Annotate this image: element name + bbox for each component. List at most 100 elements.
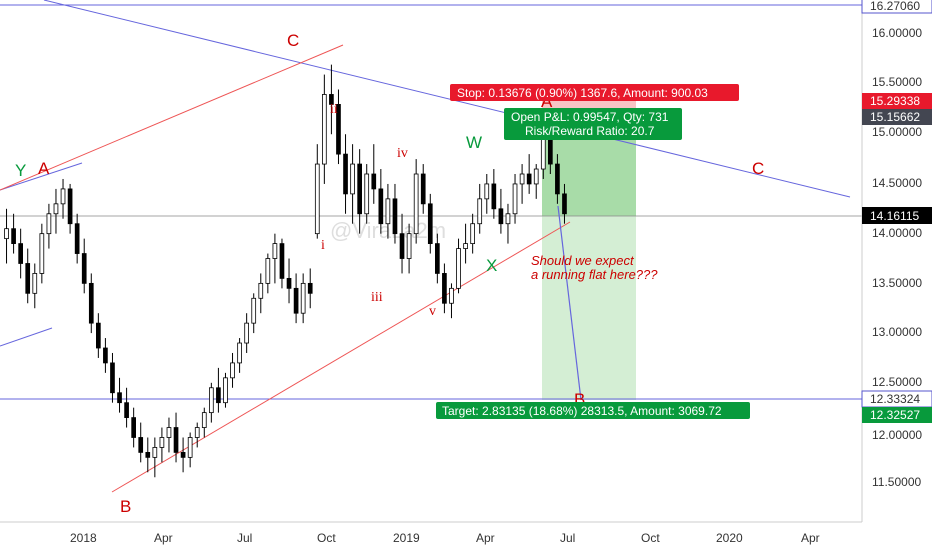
risk-reward-label: Risk/Reward Ratio: 20.7 bbox=[525, 124, 655, 138]
candle-body bbox=[4, 228, 9, 240]
pnl-label-box[interactable] bbox=[504, 108, 682, 140]
upper-red-channel-line[interactable] bbox=[0, 44, 344, 191]
projection-line[interactable] bbox=[557, 205, 582, 401]
candle-body bbox=[555, 163, 560, 195]
price-tick: 14.50000 bbox=[872, 176, 922, 190]
candle-body bbox=[103, 347, 108, 364]
candle-body bbox=[442, 273, 447, 304]
pnl-label: Open P&L: 0.99547, Qty: 731 bbox=[511, 110, 669, 124]
candle-body bbox=[300, 282, 306, 314]
note-line-2: a running flat here??? bbox=[531, 267, 658, 282]
candle-body bbox=[53, 203, 59, 215]
wave-label-c-top: C bbox=[287, 31, 299, 50]
target-label: Target: 2.83135 (18.68%) 28313.5, Amount… bbox=[442, 404, 722, 418]
candle-body bbox=[293, 287, 299, 314]
candle-body bbox=[201, 412, 207, 428]
candle-body bbox=[548, 138, 553, 165]
candle-body bbox=[11, 228, 16, 245]
price-axis-background[interactable] bbox=[862, 0, 932, 550]
time-tick: Jul bbox=[237, 531, 252, 545]
wave-label-a-left: A bbox=[38, 159, 50, 178]
time-tick: 2019 bbox=[393, 531, 420, 545]
candle-body bbox=[477, 198, 483, 225]
price-tick: 13.50000 bbox=[872, 276, 922, 290]
price-tick: 14.00000 bbox=[872, 226, 922, 240]
candle-body bbox=[463, 243, 468, 249]
candle-body bbox=[223, 377, 228, 404]
price-axis-ticks: 16.00000 15.50000 15.00000 14.50000 14.0… bbox=[872, 26, 922, 489]
candle-body bbox=[124, 402, 129, 418]
candle-body bbox=[364, 173, 370, 215]
candle-body bbox=[67, 188, 73, 225]
candle-body bbox=[145, 451, 151, 458]
candle-body bbox=[427, 203, 433, 244]
candle-body bbox=[314, 163, 320, 235]
candle-body bbox=[329, 94, 334, 105]
candle-body bbox=[350, 163, 355, 195]
candle-body bbox=[258, 282, 264, 299]
candle-body bbox=[343, 153, 348, 195]
wave-label-b-bottom: B bbox=[120, 497, 131, 516]
price-tick: 11.50000 bbox=[872, 475, 921, 489]
candle-body bbox=[117, 392, 122, 404]
wave-label-iv: iv bbox=[397, 146, 408, 161]
candle-body bbox=[18, 243, 23, 264]
candle-body bbox=[449, 287, 454, 304]
price-tick: 13.00000 bbox=[872, 325, 922, 339]
candlestick-series bbox=[4, 64, 567, 478]
short-blue-trendline[interactable] bbox=[0, 162, 83, 191]
price-tag-top-line-label: 16.27060 bbox=[870, 0, 920, 13]
time-tick: Apr bbox=[154, 531, 173, 545]
wave-label-c-right: C bbox=[752, 159, 764, 178]
candle-body bbox=[512, 183, 518, 215]
candle-body bbox=[230, 362, 235, 379]
candle-body bbox=[152, 447, 158, 458]
candle-body bbox=[378, 188, 384, 225]
stop-label: Stop: 0.13676 (0.90%) 1367.6, Amount: 90… bbox=[457, 86, 708, 100]
candle-body bbox=[413, 173, 419, 235]
candle-body bbox=[286, 277, 292, 289]
price-tag-entry bbox=[862, 109, 932, 125]
candle-body bbox=[194, 427, 200, 438]
candle-body bbox=[533, 168, 539, 185]
time-tick: Apr bbox=[801, 531, 820, 545]
time-tick: Apr bbox=[476, 531, 495, 545]
time-tick: 2020 bbox=[716, 531, 743, 545]
candle-body bbox=[484, 183, 490, 200]
candle-body bbox=[209, 387, 214, 414]
candle-body bbox=[138, 437, 144, 453]
candle-body bbox=[96, 322, 101, 349]
note-line-1: Should we expect bbox=[531, 253, 635, 268]
price-tick: 16.00000 bbox=[872, 26, 922, 40]
price-tick: 12.50000 bbox=[872, 375, 922, 389]
wave-label-x: X bbox=[486, 256, 497, 275]
wave-label-iii: iii bbox=[371, 290, 383, 305]
upper-blue-trendline[interactable] bbox=[43, 0, 851, 198]
candle-body bbox=[187, 437, 193, 458]
target-label-box[interactable] bbox=[436, 402, 750, 419]
candle-body bbox=[498, 208, 504, 225]
candle-body bbox=[562, 193, 567, 215]
candle-body bbox=[406, 233, 412, 259]
time-tick: Oct bbox=[641, 531, 660, 545]
lower-blue-trendline[interactable] bbox=[0, 327, 53, 347]
time-tick: Oct bbox=[317, 531, 336, 545]
stop-label-box[interactable] bbox=[450, 84, 739, 101]
price-tag-top-line bbox=[861, 0, 932, 14]
wave-label-b-target: B bbox=[574, 390, 585, 409]
candle-body bbox=[159, 437, 165, 448]
candle-body bbox=[46, 213, 52, 235]
time-axis-background[interactable] bbox=[0, 522, 862, 550]
candle-body bbox=[307, 282, 313, 294]
candle-body bbox=[420, 173, 426, 205]
candle-body bbox=[265, 258, 271, 284]
candle-body bbox=[491, 183, 497, 210]
candle-body bbox=[180, 451, 186, 458]
price-tag-current-label: 14.16115 bbox=[870, 209, 919, 223]
candle-body bbox=[371, 173, 377, 190]
profit-zone-remaining bbox=[542, 216, 636, 400]
time-tick: Jul bbox=[560, 531, 575, 545]
candle-body bbox=[60, 188, 66, 205]
